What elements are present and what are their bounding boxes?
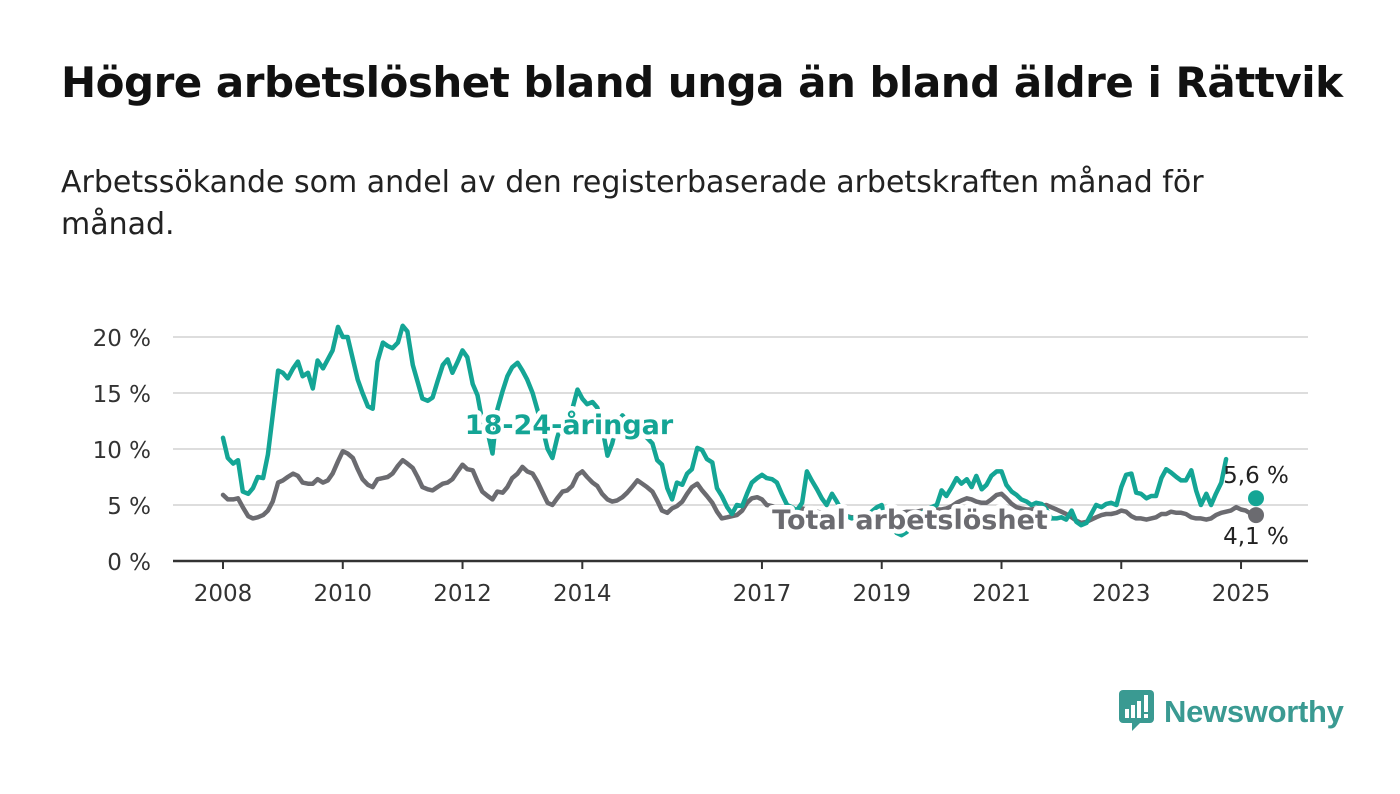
series-line-total [220, 448, 1254, 526]
y-tick-label: 0 % [107, 550, 151, 576]
page-title: Högre arbetslöshet bland unga än bland ä… [61, 58, 1343, 107]
series-end-point-total [1248, 507, 1264, 524]
y-tick-label: 10 % [93, 438, 151, 464]
x-tick-label: 2014 [553, 581, 612, 607]
newsworthy-logo-icon [1118, 688, 1156, 736]
brand-logo: Newsworthy [1118, 690, 1344, 734]
y-tick-label: 5 % [107, 494, 151, 520]
series-line-youth [220, 323, 1229, 538]
series-label-youth-halo: 18-24-åringar [465, 409, 674, 441]
x-tick-label: 2010 [313, 581, 372, 607]
x-tick-label: 2021 [972, 581, 1031, 607]
series-end-point-youth [1248, 490, 1264, 507]
x-tick-label: 2017 [733, 581, 792, 607]
y-tick-label: 20 % [93, 326, 151, 352]
series-label-total-halo: Total arbetslöshet [772, 505, 1048, 536]
x-tick-label: 2012 [433, 581, 492, 607]
x-tick-label: 2019 [852, 581, 911, 607]
series-label-total: Total arbetslöshet [772, 505, 1048, 536]
y-tick-label: 15 % [93, 382, 151, 408]
x-tick-label: 2025 [1212, 581, 1271, 607]
end-value-label-total: 4,1 % [1223, 524, 1289, 550]
brand-name: Newsworthy [1164, 694, 1344, 729]
x-tick-label: 2008 [194, 581, 253, 607]
page-subtitle: Arbetssökande som andel av den registerb… [61, 165, 1204, 242]
series-label-youth: 18-24-åringar [465, 409, 674, 441]
x-tick-label: 2023 [1092, 581, 1151, 607]
end-value-label-youth: 5,6 % [1223, 463, 1289, 489]
